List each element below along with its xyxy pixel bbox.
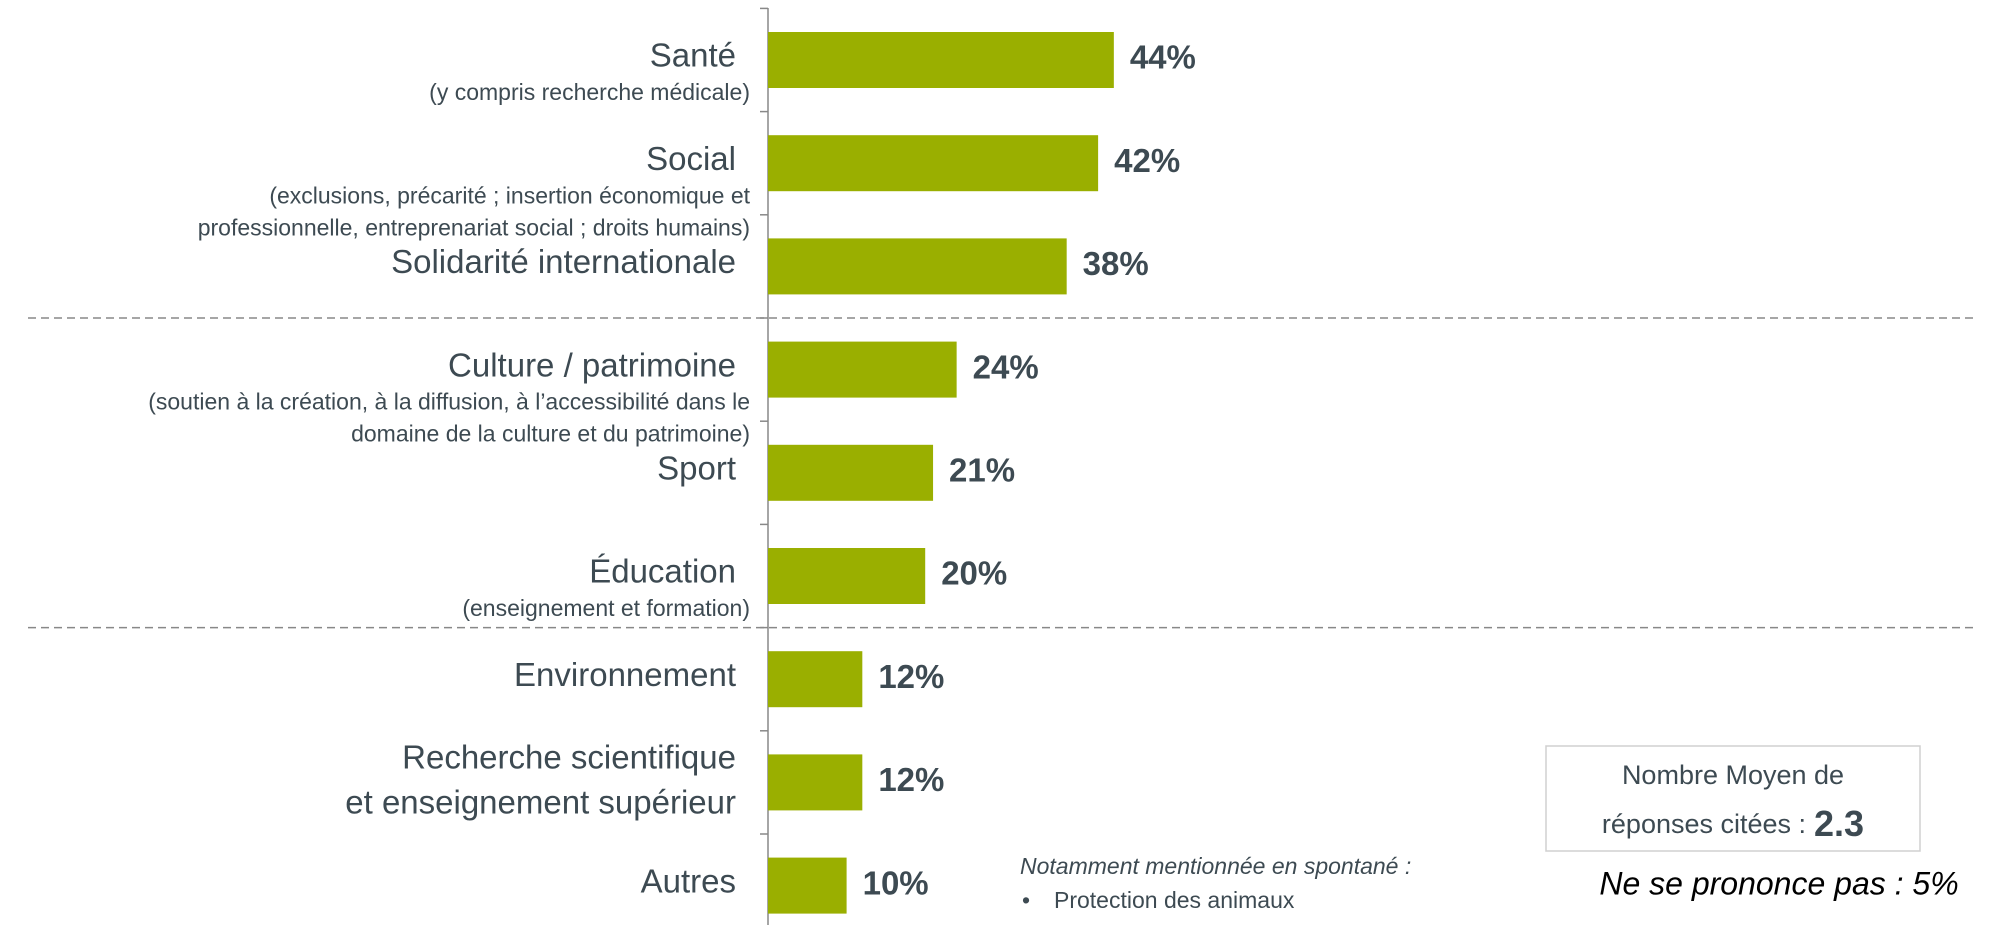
category-label: Autres (641, 862, 736, 899)
bar (768, 651, 863, 708)
category-note: (exclusions, précarité ; insertion écono… (269, 182, 750, 208)
bullet: • (1022, 887, 1030, 913)
category-note: (soutien à la création, à la diffusion, … (148, 389, 750, 415)
average-line: Nombre Moyen de (1622, 760, 1844, 790)
spontaneous-item: Protection des animaux (1054, 887, 1295, 913)
average-line: réponses citées : 2.3 (1602, 803, 1864, 844)
category-label: Recherche scientifique (402, 739, 736, 776)
bar (768, 32, 1114, 88)
category-note: (y compris recherche médicale) (429, 79, 750, 105)
no-opinion: Ne se prononce pas : 5% (1599, 865, 1958, 901)
bar (768, 135, 1099, 192)
value-label: 12% (878, 658, 944, 695)
category-note: (enseignement et formation) (462, 595, 750, 621)
category-label: Sport (657, 450, 736, 487)
value-label: 12% (878, 761, 944, 798)
spontaneous-title: Notamment mentionnée en spontané : (1020, 853, 1411, 879)
value-label: 10% (863, 864, 929, 901)
category-note: domaine de la culture et du patrimoine) (351, 421, 750, 447)
value-label: 42% (1114, 142, 1180, 179)
bar (768, 548, 926, 604)
category-label: Culture / patrimoine (448, 346, 736, 383)
average-label: réponses citées : (1602, 809, 1806, 839)
category-label: Solidarité internationale (391, 243, 736, 280)
category-note: professionnelle, entreprenariat social ;… (198, 214, 750, 240)
value-label: 20% (941, 555, 1007, 592)
bar (768, 444, 934, 501)
value-label: 44% (1130, 39, 1196, 76)
value-label: 24% (973, 348, 1039, 385)
bar (768, 754, 863, 811)
value-label: 21% (949, 452, 1015, 489)
average-box (1545, 745, 1921, 852)
bar (768, 341, 957, 398)
category-label: et enseignement supérieur (345, 784, 736, 821)
category-label: Éducation (589, 553, 736, 590)
bar (768, 238, 1067, 295)
category-label: Social (646, 140, 736, 177)
value-label: 38% (1083, 245, 1149, 282)
category-label: Santé (650, 37, 736, 74)
average-value: 2.3 (1814, 803, 1864, 844)
category-label: Environnement (514, 656, 736, 693)
bar (768, 857, 847, 914)
